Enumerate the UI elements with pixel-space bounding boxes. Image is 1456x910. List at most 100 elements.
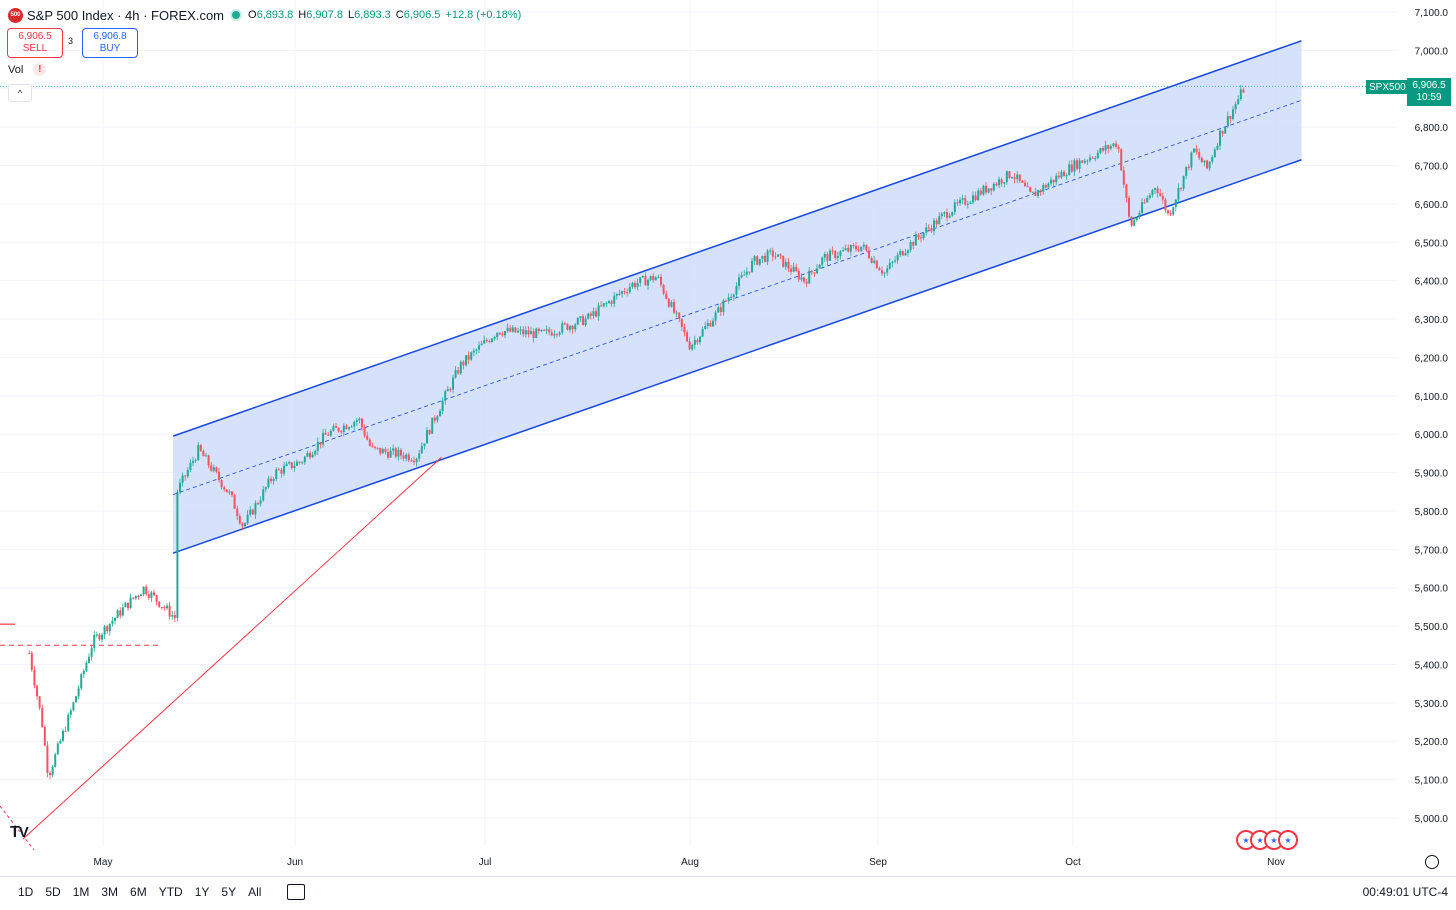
candle-body (816, 268, 819, 274)
candle-body (298, 461, 301, 463)
candle-body (1203, 160, 1206, 163)
candle-body (418, 453, 421, 459)
trend-line[interactable] (22, 456, 442, 840)
candle-body (782, 255, 785, 267)
candle-body (264, 487, 267, 490)
candle-body (1039, 190, 1042, 192)
candle-body (270, 478, 273, 482)
candle-body (389, 450, 392, 458)
candle-body (1073, 160, 1076, 172)
candle-body (917, 234, 920, 238)
range-button-1d[interactable]: 1D (18, 885, 34, 899)
candle-body (1102, 148, 1105, 151)
candle-body (595, 311, 598, 317)
candle-body (639, 277, 642, 283)
candle-body (881, 270, 884, 274)
candle-body (1099, 148, 1102, 153)
candle-body (368, 439, 371, 446)
range-button-3m[interactable]: 3M (101, 885, 119, 899)
candle-body (946, 212, 949, 218)
price-chart[interactable]: 7,100.07,000.06,900.06,800.06,700.06,600… (0, 0, 1456, 876)
range-button-6m[interactable]: 6M (130, 885, 147, 899)
range-button-ytd[interactable]: YTD (158, 885, 183, 899)
calendar-icon[interactable] (287, 884, 306, 900)
range-button-1y[interactable]: 1Y (194, 885, 210, 899)
candle-body (696, 339, 699, 343)
range-button-all[interactable]: All (248, 885, 262, 899)
candle-body (725, 300, 728, 302)
axis-settings-icon[interactable] (1425, 855, 1439, 869)
candle-body (1219, 130, 1222, 146)
candle-body (290, 462, 293, 468)
candle-body (428, 430, 431, 434)
candle-body (761, 255, 764, 259)
price-axis[interactable]: 7,100.07,000.06,900.06,800.06,700.06,600… (1415, 8, 1449, 825)
candle-body (111, 620, 114, 624)
candle-body (615, 293, 618, 296)
candle-body (935, 220, 938, 225)
time-tick-label: Jul (479, 857, 492, 868)
channel-lower-line[interactable] (172, 159, 1302, 554)
candle-body (98, 634, 101, 640)
candle-body (519, 329, 522, 331)
candle-body (940, 213, 943, 217)
candle-body (441, 400, 444, 412)
range-button-5d[interactable]: 5D (45, 885, 61, 899)
candle-body (106, 626, 109, 632)
candle-body (842, 250, 845, 252)
candle-body (1177, 187, 1180, 200)
candle-body (257, 503, 260, 505)
tradingview-logo-icon[interactable]: TV (10, 824, 29, 841)
economic-events[interactable]: ★ ★ ★ ★ (1236, 830, 1298, 850)
candle-body (745, 271, 748, 275)
candle-body (423, 443, 426, 447)
candle-body (176, 491, 179, 618)
candle-body (101, 634, 104, 640)
candle-body (766, 250, 769, 262)
candle-body (753, 256, 756, 261)
candle-body (366, 435, 369, 440)
candle-body (704, 326, 707, 330)
candle-body (82, 670, 85, 675)
range-button-1m[interactable]: 1M (72, 885, 90, 899)
us-flag-icon[interactable]: ★ (1278, 830, 1298, 850)
candle-body (1133, 220, 1136, 226)
candle-body (371, 445, 374, 447)
candle-body (628, 286, 631, 293)
candle-body (335, 426, 338, 428)
candle-body (927, 227, 930, 229)
candle-body (974, 195, 977, 201)
channel-mid-line[interactable] (172, 99, 1302, 496)
candle-body (1060, 171, 1063, 178)
price-tick-label: 6,000.0 (1415, 430, 1449, 441)
volume-indicator[interactable]: Vol ! (8, 63, 47, 76)
candle-body (584, 318, 587, 326)
candle-body (966, 203, 969, 205)
candle-body (587, 313, 590, 319)
parallel-channel[interactable] (172, 40, 1302, 554)
range-button-5y[interactable]: 5Y (221, 885, 237, 899)
collapse-legend-icon[interactable]: ^ (8, 84, 32, 102)
candle-body (54, 754, 57, 767)
candle-body (56, 743, 59, 755)
candle-body (1120, 149, 1123, 171)
candle-body (987, 188, 990, 193)
price-tick-label: 5,900.0 (1415, 469, 1449, 480)
candle-body (72, 702, 75, 711)
candle-body (972, 195, 975, 203)
channel-upper-line[interactable] (172, 40, 1302, 437)
buy-button[interactable]: 6,906.8 BUY (82, 28, 138, 58)
timezone-clock[interactable]: 00:49:01 UTC-4 (1362, 885, 1448, 899)
candle-body (600, 305, 603, 307)
candle-body (88, 656, 91, 663)
time-axis[interactable]: May Jun Jul Aug Sep Oct Nov (94, 857, 1285, 868)
candle-body (1146, 197, 1149, 203)
warning-icon[interactable]: ! (33, 63, 47, 76)
candle-body (1078, 160, 1081, 169)
candle-body (95, 634, 98, 636)
candle-body (1151, 190, 1154, 196)
symbol-title[interactable]: S&P 500 Index · 4h · FOREX.com (27, 7, 225, 23)
candle-body (873, 260, 876, 263)
candle-body (1005, 171, 1008, 183)
sell-button[interactable]: 6,906.5 SELL (7, 28, 63, 58)
